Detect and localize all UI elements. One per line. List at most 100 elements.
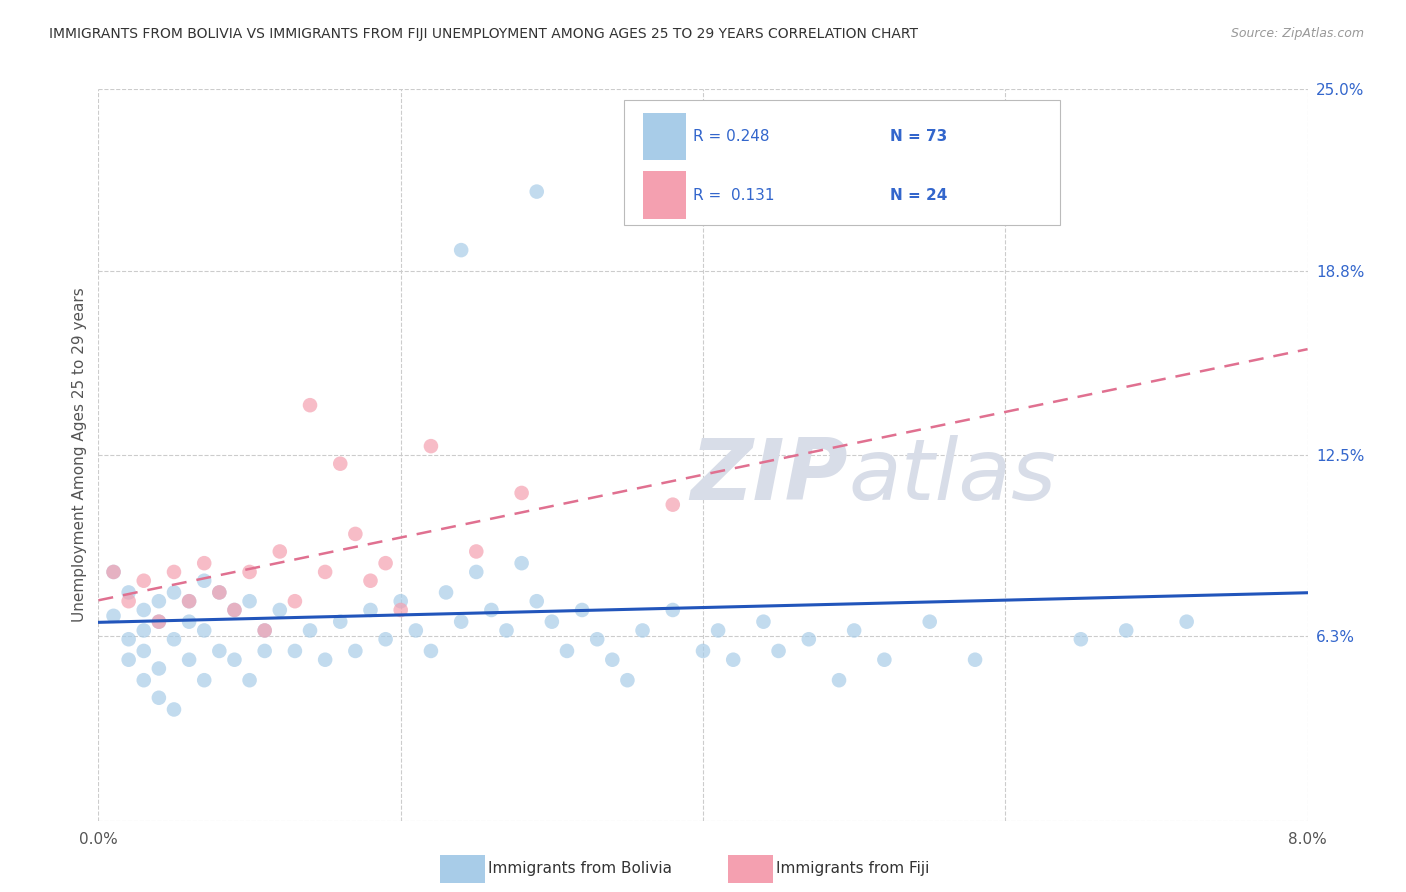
Point (405, 624, 427, 638)
Point (299, 398, 322, 412)
Point (389, 594, 412, 608)
Point (662, 498, 685, 512)
Point (148, 690, 170, 705)
FancyBboxPatch shape (624, 100, 1060, 225)
FancyBboxPatch shape (643, 171, 686, 219)
Text: R =  0.131: R = 0.131 (693, 187, 775, 202)
Point (224, 653, 246, 667)
Point (541, 615, 564, 629)
Point (224, 603, 246, 617)
Point (148, 615, 170, 629)
Point (360, 603, 382, 617)
Point (148, 594, 170, 608)
Point (193, 574, 215, 588)
Point (1070, 632, 1092, 647)
Point (797, 632, 820, 647)
Point (208, 644, 231, 658)
Point (586, 632, 609, 647)
Point (828, 673, 851, 688)
Point (481, 603, 503, 617)
Point (163, 585, 186, 599)
Point (253, 624, 276, 638)
Text: IMMIGRANTS FROM BOLIVIA VS IMMIGRANTS FROM FIJI UNEMPLOYMENT AMONG AGES 25 TO 29: IMMIGRANTS FROM BOLIVIA VS IMMIGRANTS FR… (49, 27, 918, 41)
Point (253, 624, 276, 638)
Point (420, 439, 443, 453)
FancyBboxPatch shape (643, 113, 686, 161)
Point (103, 565, 125, 579)
Point (284, 644, 307, 658)
Point (103, 565, 125, 579)
Point (526, 594, 548, 608)
Text: R = 0.248: R = 0.248 (693, 129, 770, 145)
Point (239, 673, 262, 688)
Point (616, 673, 638, 688)
Point (602, 653, 624, 667)
Point (148, 661, 170, 675)
Point (284, 594, 307, 608)
Point (752, 615, 775, 629)
Text: Source: ZipAtlas.com: Source: ZipAtlas.com (1230, 27, 1364, 40)
Point (510, 486, 533, 500)
Point (132, 624, 155, 638)
Point (163, 565, 186, 579)
Text: N = 24: N = 24 (890, 187, 948, 202)
Point (844, 624, 866, 638)
Point (360, 574, 382, 588)
Text: atlas: atlas (848, 435, 1056, 518)
Point (344, 527, 367, 541)
Point (707, 624, 730, 638)
Point (118, 594, 141, 608)
Y-axis label: Unemployment Among Ages 25 to 29 years: Unemployment Among Ages 25 to 29 years (72, 287, 87, 623)
Point (465, 544, 488, 558)
Point (253, 644, 276, 658)
Point (118, 632, 141, 647)
Point (434, 585, 457, 599)
Point (269, 544, 291, 558)
Text: N = 73: N = 73 (890, 129, 948, 145)
Point (510, 556, 533, 570)
Point (450, 615, 472, 629)
Point (344, 644, 367, 658)
Point (918, 615, 941, 629)
Point (132, 574, 155, 588)
Point (873, 653, 896, 667)
Point (224, 603, 246, 617)
Point (239, 565, 262, 579)
Point (163, 702, 186, 716)
Point (314, 653, 336, 667)
Point (179, 653, 201, 667)
Point (132, 673, 155, 688)
Point (193, 624, 215, 638)
Text: 0.0%: 0.0% (79, 831, 118, 847)
Point (450, 243, 472, 257)
Point (768, 644, 790, 658)
Point (299, 624, 322, 638)
Text: Immigrants from Fiji: Immigrants from Fiji (776, 862, 929, 876)
Point (314, 565, 336, 579)
Point (239, 594, 262, 608)
Point (389, 603, 412, 617)
Point (193, 673, 215, 688)
Point (555, 644, 578, 658)
Point (526, 185, 548, 199)
Point (965, 653, 987, 667)
Text: ZIP: ZIP (690, 435, 848, 518)
Point (1115, 624, 1137, 638)
Point (647, 105, 669, 120)
Point (329, 457, 352, 471)
Point (118, 585, 141, 599)
Text: Immigrants from Bolivia: Immigrants from Bolivia (488, 862, 672, 876)
Point (662, 603, 685, 617)
Point (329, 615, 352, 629)
Point (692, 644, 714, 658)
Point (179, 594, 201, 608)
Point (495, 624, 517, 638)
Point (723, 653, 745, 667)
Point (465, 565, 488, 579)
Point (374, 632, 396, 647)
Point (631, 624, 654, 638)
Point (420, 644, 443, 658)
Point (118, 653, 141, 667)
Point (208, 585, 231, 599)
Point (132, 603, 155, 617)
